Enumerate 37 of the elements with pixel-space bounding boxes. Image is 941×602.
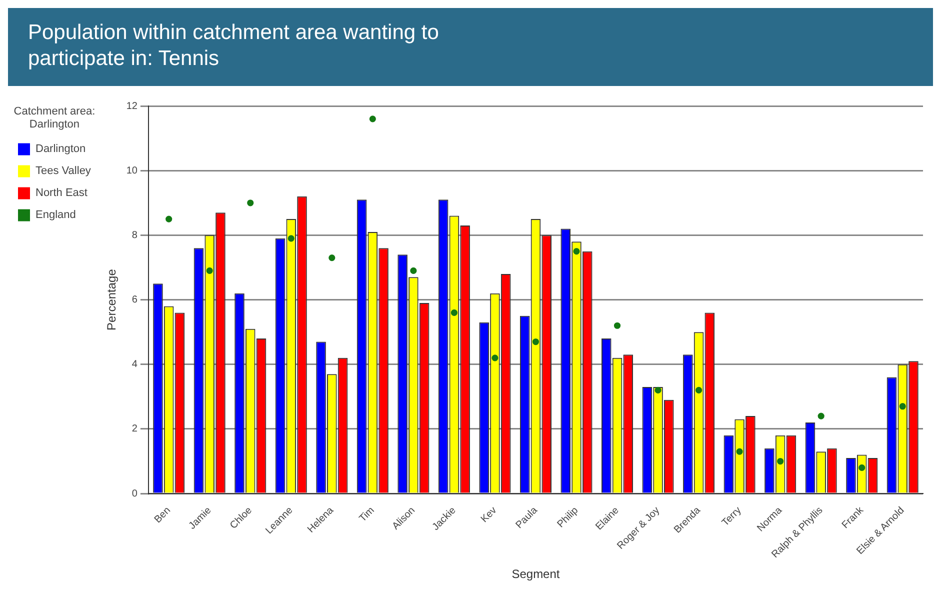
point bbox=[492, 354, 498, 362]
legend-label: England bbox=[36, 209, 76, 222]
point bbox=[410, 267, 417, 274]
x-axis-title: Segment bbox=[512, 567, 560, 582]
point bbox=[450, 309, 458, 316]
point bbox=[818, 412, 824, 420]
y-tick-label: 4 bbox=[132, 359, 138, 370]
legend-label: Darlington bbox=[36, 143, 86, 156]
point bbox=[899, 403, 906, 410]
legend-label: Tees Valley bbox=[36, 165, 92, 178]
legend-label: North East bbox=[36, 187, 88, 200]
point bbox=[777, 458, 784, 465]
point bbox=[532, 338, 540, 346]
point bbox=[288, 235, 294, 242]
y-tick-label: 10 bbox=[126, 165, 138, 176]
point bbox=[858, 464, 866, 472]
x-tick-label: Kev bbox=[479, 505, 500, 526]
y-tick-label: 6 bbox=[132, 294, 138, 306]
y-tick-label: 2 bbox=[132, 424, 138, 435]
chart-title: Population within catchment area wanting to participate in: Tennis bbox=[28, 20, 440, 72]
y-tick-label: 8 bbox=[132, 230, 138, 241]
point bbox=[166, 216, 172, 222]
point bbox=[614, 322, 621, 329]
legend-title: Catchment area: Darlington bbox=[14, 106, 96, 131]
y-tick-label: 12 bbox=[126, 100, 138, 112]
y-axis-title: Percentage bbox=[104, 268, 118, 330]
x-tick-label: Ben bbox=[152, 505, 173, 526]
y-tick-label: 0 bbox=[132, 488, 138, 500]
point bbox=[328, 254, 336, 262]
point bbox=[206, 267, 213, 274]
point bbox=[369, 116, 376, 122]
point bbox=[695, 386, 702, 394]
point bbox=[736, 448, 743, 455]
point bbox=[654, 386, 662, 394]
point bbox=[247, 200, 254, 206]
point bbox=[573, 248, 580, 255]
x-tick-label: Tim bbox=[357, 505, 377, 524]
